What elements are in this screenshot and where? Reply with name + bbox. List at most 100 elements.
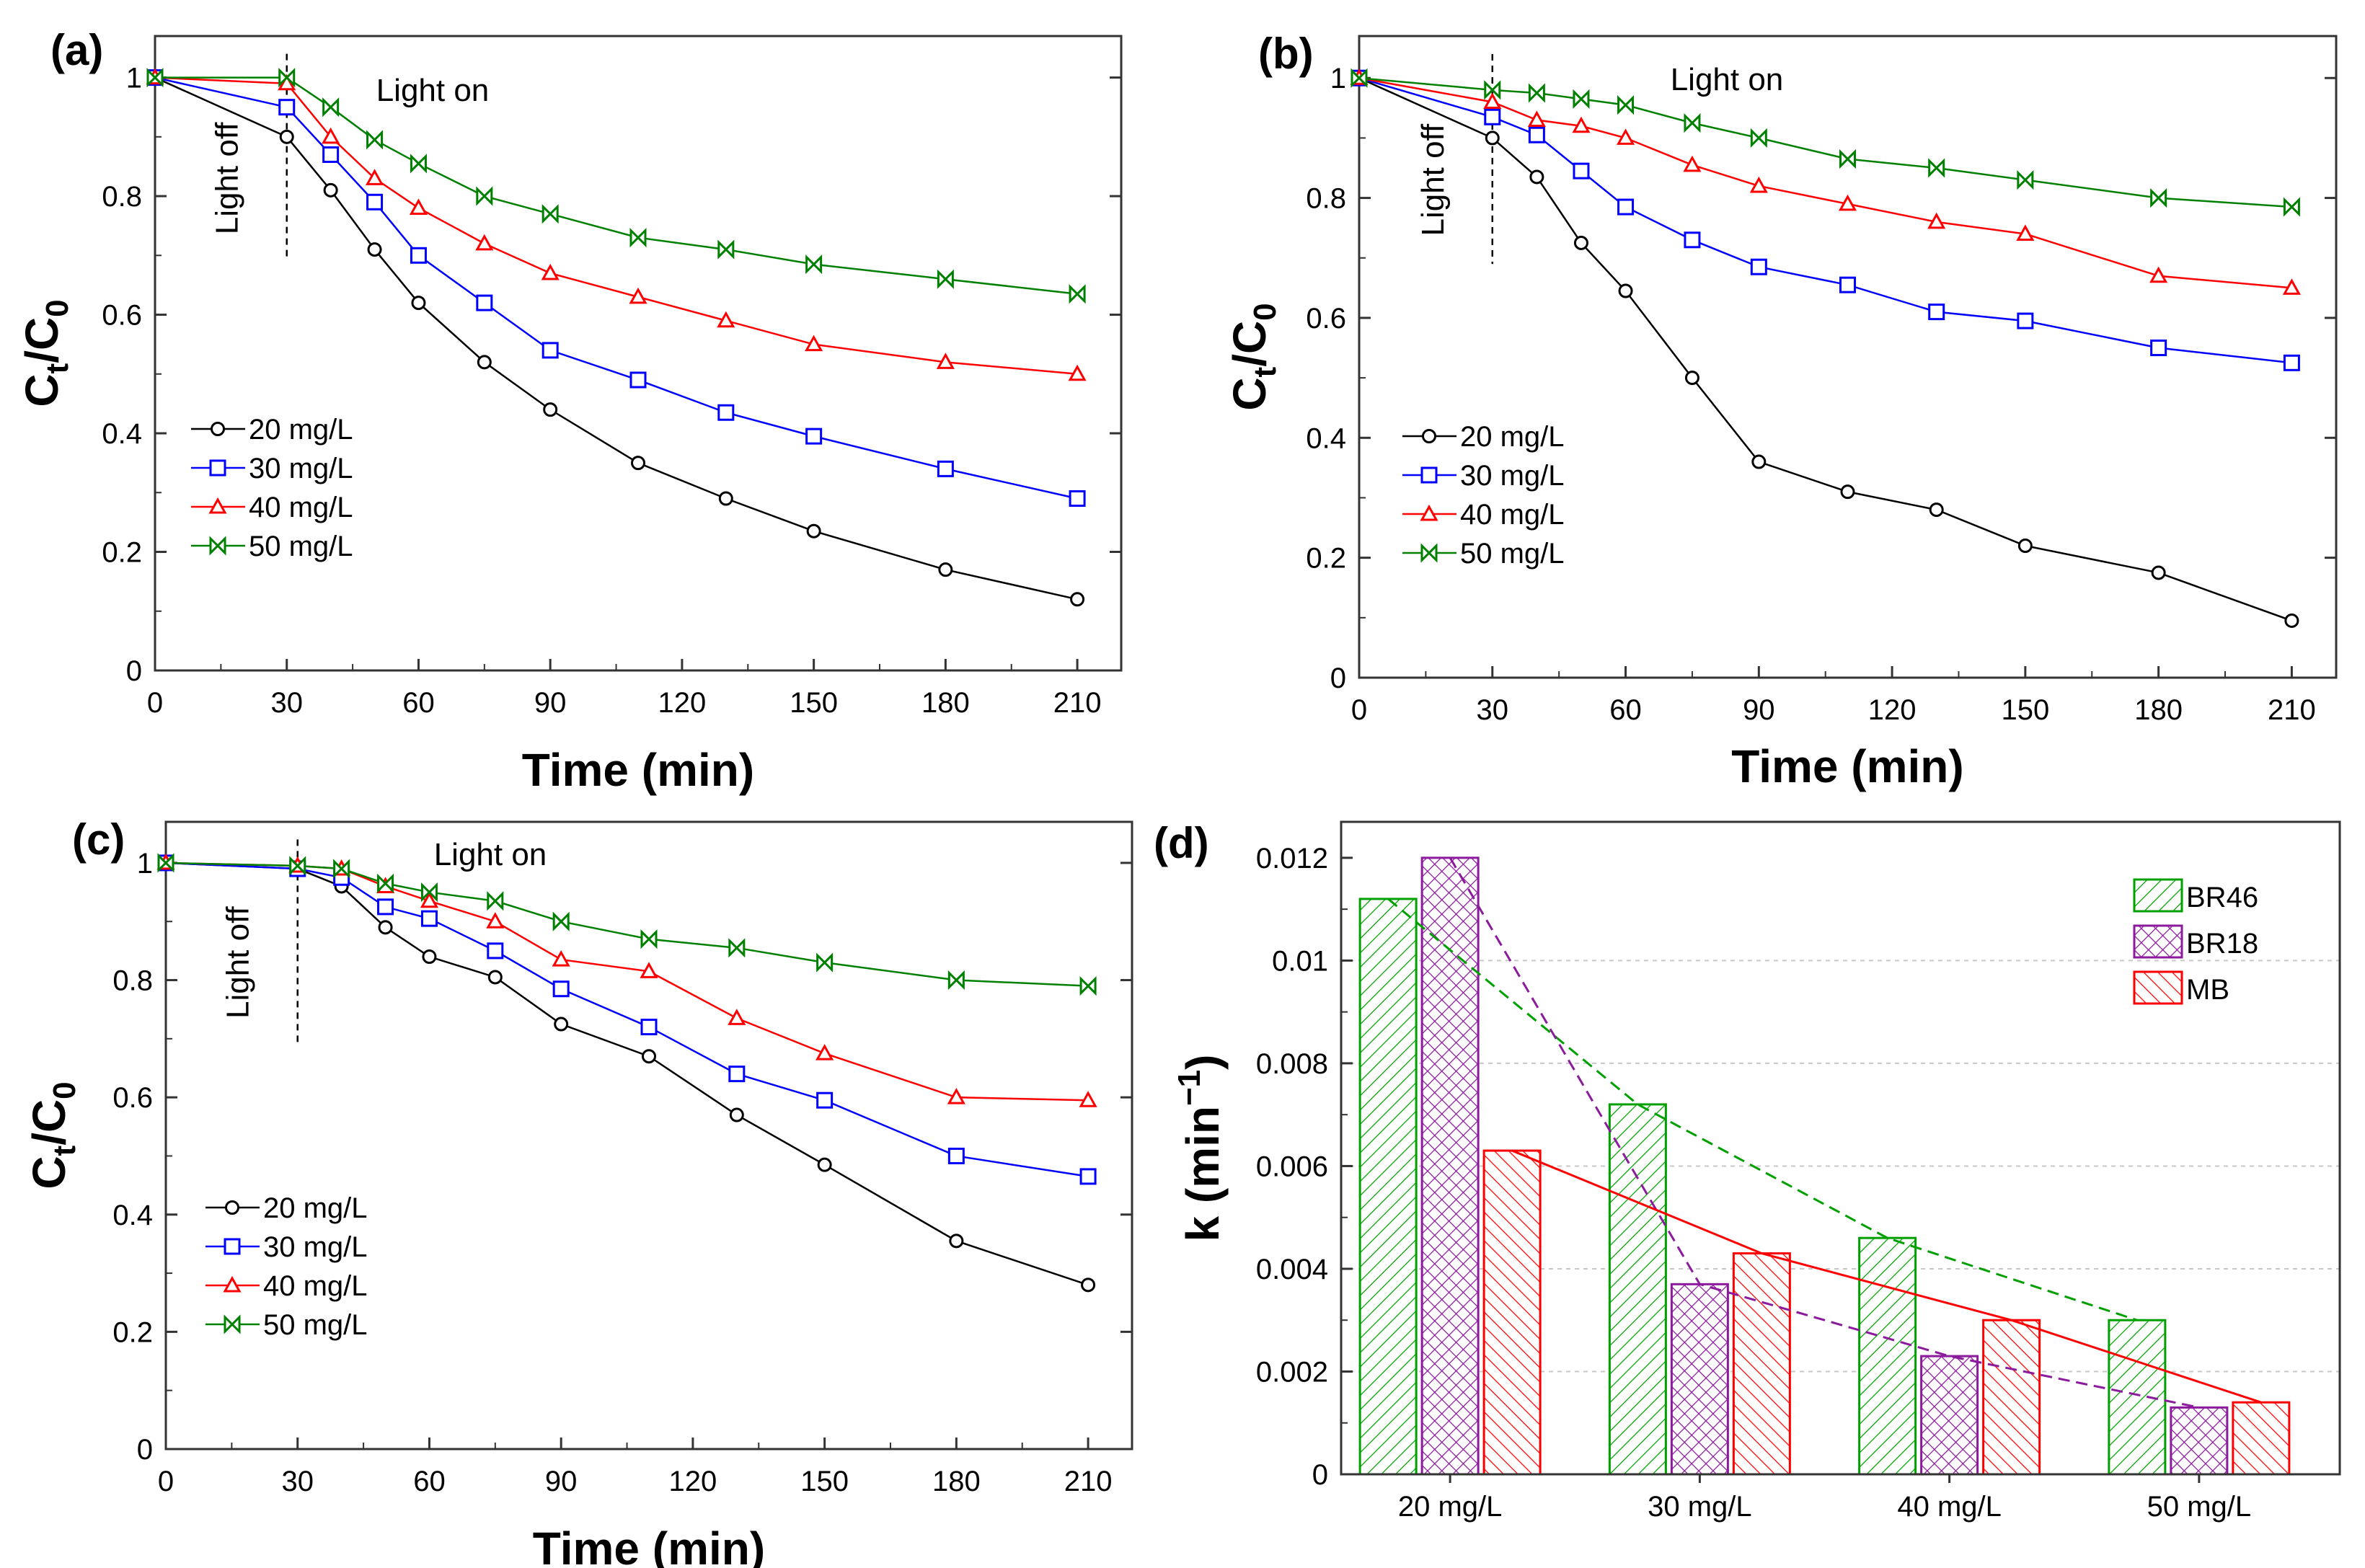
bar-series-br18 xyxy=(1420,856,2229,1476)
data-point xyxy=(937,460,954,477)
data-point xyxy=(410,154,427,174)
legend-label: 30 mg/L xyxy=(1460,460,1565,492)
data-point xyxy=(1618,283,1633,298)
panel-a: 0 30 60 90 120 150 180 210 0 0.2 0.4 0.6 0.8 1 Time (m… xyxy=(16,26,1123,796)
x-tick-label: 210 xyxy=(2268,694,2316,726)
series-40mgl xyxy=(146,68,1087,381)
y-axis-title: k (min−1) xyxy=(1172,1055,1229,1242)
legend-marker xyxy=(211,422,225,436)
x-tick-label: 120 xyxy=(669,1466,717,1497)
data-point xyxy=(936,353,955,369)
data-point xyxy=(1838,194,1857,211)
bar-br18 xyxy=(2170,1406,2229,1476)
data-point xyxy=(477,355,492,370)
series-40mgl xyxy=(1350,68,2301,295)
data-point xyxy=(1750,258,1767,275)
data-point xyxy=(717,239,735,260)
data-point xyxy=(1079,976,1097,996)
data-point xyxy=(642,1049,656,1064)
data-point xyxy=(815,1044,834,1060)
y-axis-title: Ct/C0 xyxy=(16,299,75,407)
data-point xyxy=(1081,1277,1096,1293)
data-point xyxy=(629,287,647,304)
legend-label: 40 mg/L xyxy=(1460,499,1565,531)
x-category-label: 30 mg/L xyxy=(1648,1491,1752,1523)
data-point xyxy=(377,873,394,893)
data-point xyxy=(1616,128,1635,145)
data-point xyxy=(1573,162,1590,180)
y-tick-label: 0.2 xyxy=(1306,543,1346,575)
data-point xyxy=(365,169,384,185)
data-point xyxy=(1485,130,1500,146)
data-point xyxy=(1483,92,1502,109)
x-tick-label: 0 xyxy=(147,687,163,719)
plot-frame xyxy=(1358,35,2338,679)
y-title-sep: /C xyxy=(1224,321,1276,367)
data-point xyxy=(947,1088,965,1104)
panel-c: 0 30 60 90 120 150 180 210 0 0.2 0.4 0.6 0.8 1 Time (m… xyxy=(23,815,1133,1568)
data-point xyxy=(476,186,493,206)
data-point xyxy=(367,242,382,257)
plot-frame xyxy=(1340,820,2341,1476)
data-point xyxy=(949,1233,964,1249)
x-tick-label: 60 xyxy=(413,1466,446,1497)
data-point xyxy=(552,911,570,931)
panel-b: 0 30 60 90 120 150 180 210 0 0.2 0.4 0.6 0.8 1 Time (m… xyxy=(1224,30,2338,792)
data-point xyxy=(805,254,823,275)
data-point xyxy=(631,456,645,471)
data-point xyxy=(552,980,570,998)
x-tick-label: 30 xyxy=(281,1466,314,1497)
data-point xyxy=(2150,340,2167,357)
data-point xyxy=(1749,176,1768,193)
data-point xyxy=(1684,371,1699,386)
y-tick-label: 1 xyxy=(137,848,153,880)
x-tick-label: 180 xyxy=(2134,694,2183,726)
data-point xyxy=(487,942,504,960)
data-point xyxy=(486,912,505,929)
y-title-sup: −1 xyxy=(1172,1070,1207,1106)
legend-marker xyxy=(1420,504,1438,521)
legend-swatch xyxy=(2133,878,2183,913)
series-50mgl xyxy=(1351,68,2300,217)
data-point xyxy=(1351,68,1368,88)
light-on-label: Light on xyxy=(376,73,490,108)
light-off-label: Light off xyxy=(210,122,245,235)
data-point xyxy=(1684,112,1701,133)
data-point xyxy=(366,193,384,211)
x-tick-label: 180 xyxy=(932,1466,981,1497)
data-point xyxy=(2016,224,2035,241)
data-point xyxy=(816,1091,834,1109)
bar-mb xyxy=(1482,1149,1542,1476)
legend-marker xyxy=(209,459,226,477)
data-point xyxy=(278,99,296,116)
legend-label: BR18 xyxy=(2186,928,2258,960)
legend-label: 20 mg/L xyxy=(249,414,353,446)
legend-label: 50 mg/L xyxy=(263,1309,368,1341)
y-title-sub: t xyxy=(40,363,75,373)
y-tick-label: 0.6 xyxy=(102,300,142,332)
series-20mgl xyxy=(159,855,1096,1293)
data-point xyxy=(1573,235,1588,250)
data-point xyxy=(1484,80,1501,100)
y-tick-label: 0.4 xyxy=(102,418,142,450)
legend-marker xyxy=(209,536,226,556)
y-tick-label: 0 xyxy=(1312,1459,1328,1491)
x-tick-label: 150 xyxy=(790,687,838,719)
legend-label: 50 mg/L xyxy=(249,531,353,562)
data-point xyxy=(377,898,394,916)
series-20mgl xyxy=(1352,71,2299,628)
x-category-label: 40 mg/L xyxy=(1897,1491,2002,1523)
legend-label: 30 mg/L xyxy=(249,453,353,484)
data-point xyxy=(476,294,493,311)
y-tick-label: 0.4 xyxy=(112,1200,153,1231)
y-tick-label: 0 xyxy=(126,655,142,687)
y-tick-label: 0 xyxy=(1330,663,1346,694)
x-category-label: 50 mg/L xyxy=(2147,1491,2252,1523)
data-point xyxy=(1070,592,1085,607)
data-point xyxy=(146,67,164,88)
trend-line-mb xyxy=(1511,1149,2262,1404)
data-point xyxy=(278,74,296,91)
legend-label: 40 mg/L xyxy=(263,1270,368,1302)
y-title-sub: t xyxy=(47,1145,82,1156)
panel-d: 0 0.002 0.004 0.006 0.008 0.01 0.012 20 mg/L 30 … xyxy=(1154,819,2341,1523)
